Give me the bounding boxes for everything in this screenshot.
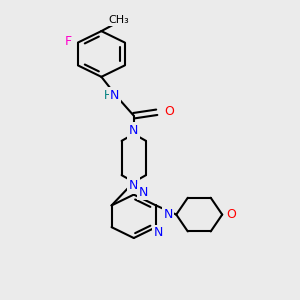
Text: N: N [129,179,139,192]
Text: O: O [227,208,237,221]
Text: O: O [164,105,174,118]
Text: N: N [154,226,164,239]
Text: N: N [110,88,120,102]
Text: H: H [104,88,112,102]
Text: N: N [164,208,173,221]
Text: N: N [139,186,148,199]
Text: N: N [129,124,139,137]
Text: F: F [65,35,72,48]
Text: CH₃: CH₃ [109,15,129,25]
